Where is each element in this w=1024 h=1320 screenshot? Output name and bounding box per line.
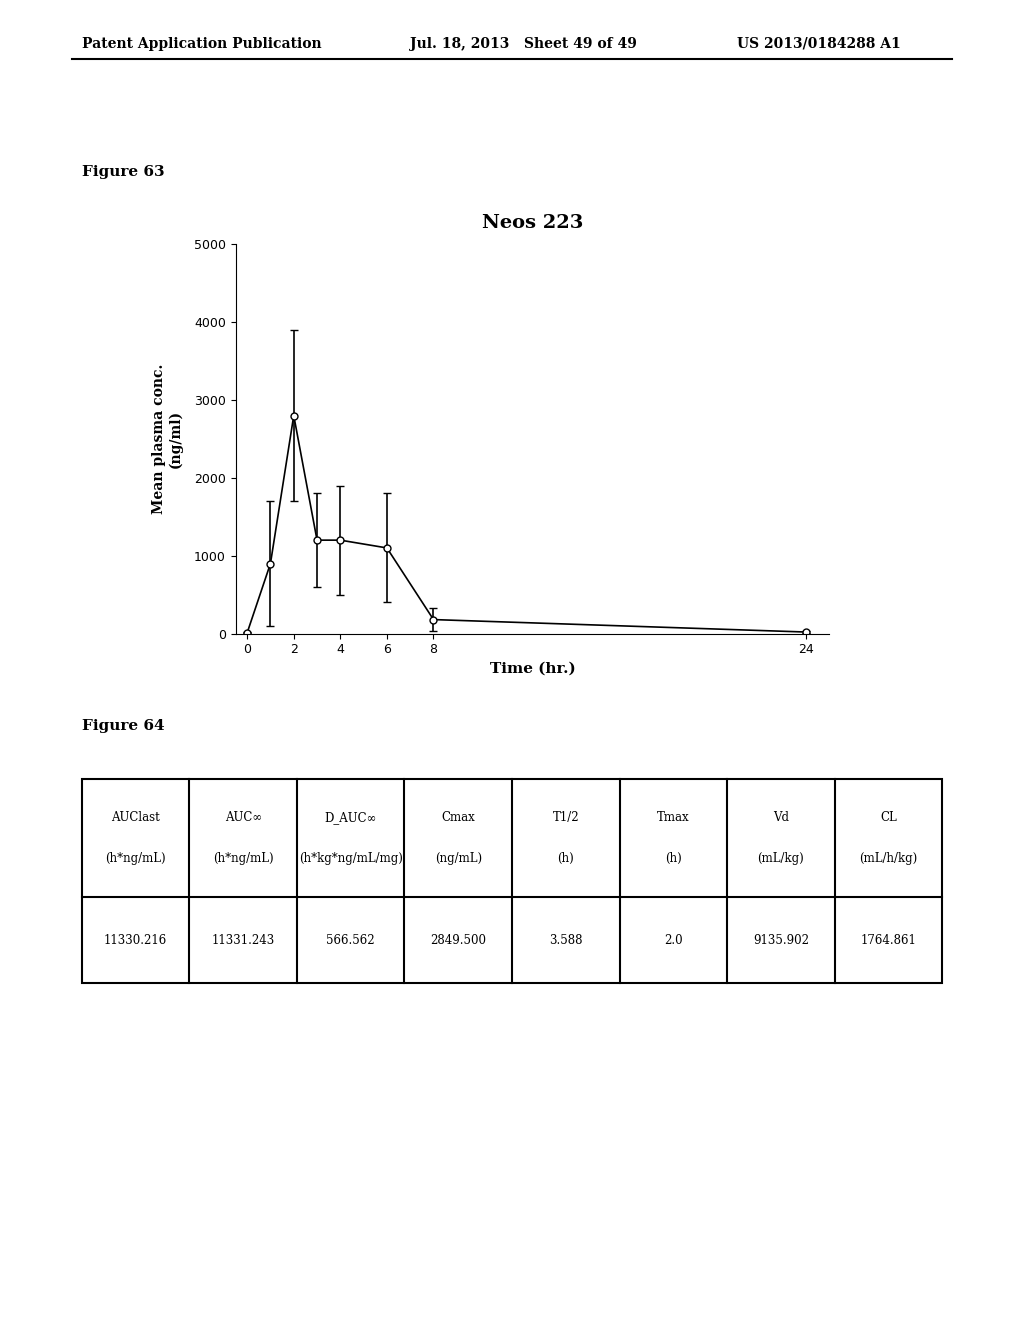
Text: Vd: Vd	[773, 812, 788, 824]
Text: (h): (h)	[557, 853, 574, 865]
Title: Neos 223: Neos 223	[482, 214, 583, 231]
Text: (h*kg*ng/mL/mg): (h*kg*ng/mL/mg)	[299, 853, 402, 865]
Text: 11330.216: 11330.216	[104, 935, 167, 946]
Text: AUC∞: AUC∞	[224, 812, 262, 824]
Text: Figure 64: Figure 64	[82, 719, 165, 734]
Text: (h): (h)	[665, 853, 682, 865]
Text: (h*ng/mL): (h*ng/mL)	[105, 853, 166, 865]
Text: Tmax: Tmax	[657, 812, 689, 824]
Text: D_AUC∞: D_AUC∞	[325, 812, 377, 824]
Text: 566.562: 566.562	[327, 935, 375, 946]
Text: 9135.902: 9135.902	[753, 935, 809, 946]
Text: 1764.861: 1764.861	[860, 935, 916, 946]
Text: Figure 63: Figure 63	[82, 165, 165, 180]
Text: (mL/kg): (mL/kg)	[758, 853, 804, 865]
Text: Patent Application Publication: Patent Application Publication	[82, 37, 322, 51]
Text: 3.588: 3.588	[549, 935, 583, 946]
Text: US 2013/0184288 A1: US 2013/0184288 A1	[737, 37, 901, 51]
Y-axis label: Mean plasma conc.
(ng/ml): Mean plasma conc. (ng/ml)	[152, 364, 182, 513]
Text: T1/2: T1/2	[552, 812, 580, 824]
Text: (h*ng/mL): (h*ng/mL)	[213, 853, 273, 865]
Text: 2849.500: 2849.500	[430, 935, 486, 946]
Text: 11331.243: 11331.243	[212, 935, 274, 946]
Text: 2.0: 2.0	[664, 935, 683, 946]
Text: CL: CL	[880, 812, 897, 824]
Text: AUClast: AUClast	[112, 812, 160, 824]
X-axis label: Time (hr.): Time (hr.)	[489, 661, 575, 676]
Text: (mL/h/kg): (mL/h/kg)	[859, 853, 918, 865]
Text: Cmax: Cmax	[441, 812, 475, 824]
Text: (ng/mL): (ng/mL)	[434, 853, 482, 865]
Text: Jul. 18, 2013   Sheet 49 of 49: Jul. 18, 2013 Sheet 49 of 49	[410, 37, 637, 51]
